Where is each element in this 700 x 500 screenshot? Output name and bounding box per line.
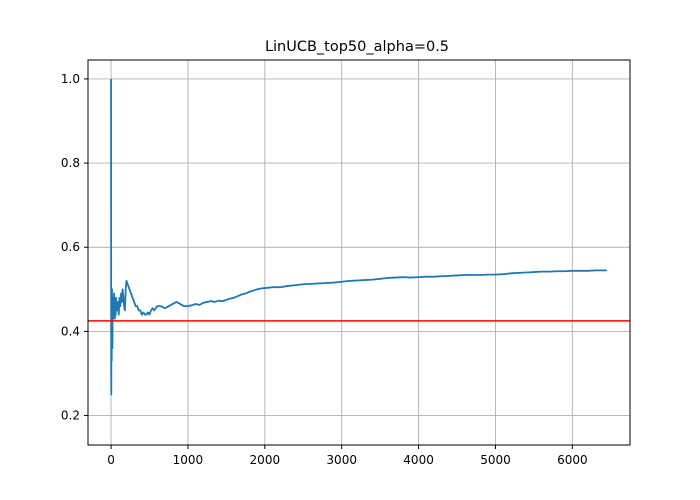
x-tick-label: 3000 xyxy=(326,453,357,467)
y-tick-label: 1.0 xyxy=(61,72,80,86)
x-tick-label: 4000 xyxy=(403,453,434,467)
chart-title: LinUCB_top50_alpha=0.5 xyxy=(265,39,449,55)
x-tick-label: 1000 xyxy=(173,453,204,467)
x-tick-label: 2000 xyxy=(250,453,281,467)
plot-frame xyxy=(87,59,631,446)
x-tick-label: 5000 xyxy=(480,453,511,467)
y-tick-label: 0.8 xyxy=(61,156,80,170)
x-tick-label: 0 xyxy=(107,453,115,467)
y-axis: 0.2 0.4 0.6 0.8 1.0 xyxy=(61,72,88,423)
y-tick-label: 0.2 xyxy=(61,409,80,423)
series-line xyxy=(110,78,607,396)
y-tick-label: 0.4 xyxy=(61,324,80,338)
series-layer xyxy=(110,78,607,396)
x-axis: 0 1000 2000 3000 4000 5000 6000 xyxy=(107,445,588,467)
grid-lines xyxy=(88,60,630,445)
y-tick-label: 0.6 xyxy=(61,240,80,254)
x-tick-label: 6000 xyxy=(557,453,588,467)
